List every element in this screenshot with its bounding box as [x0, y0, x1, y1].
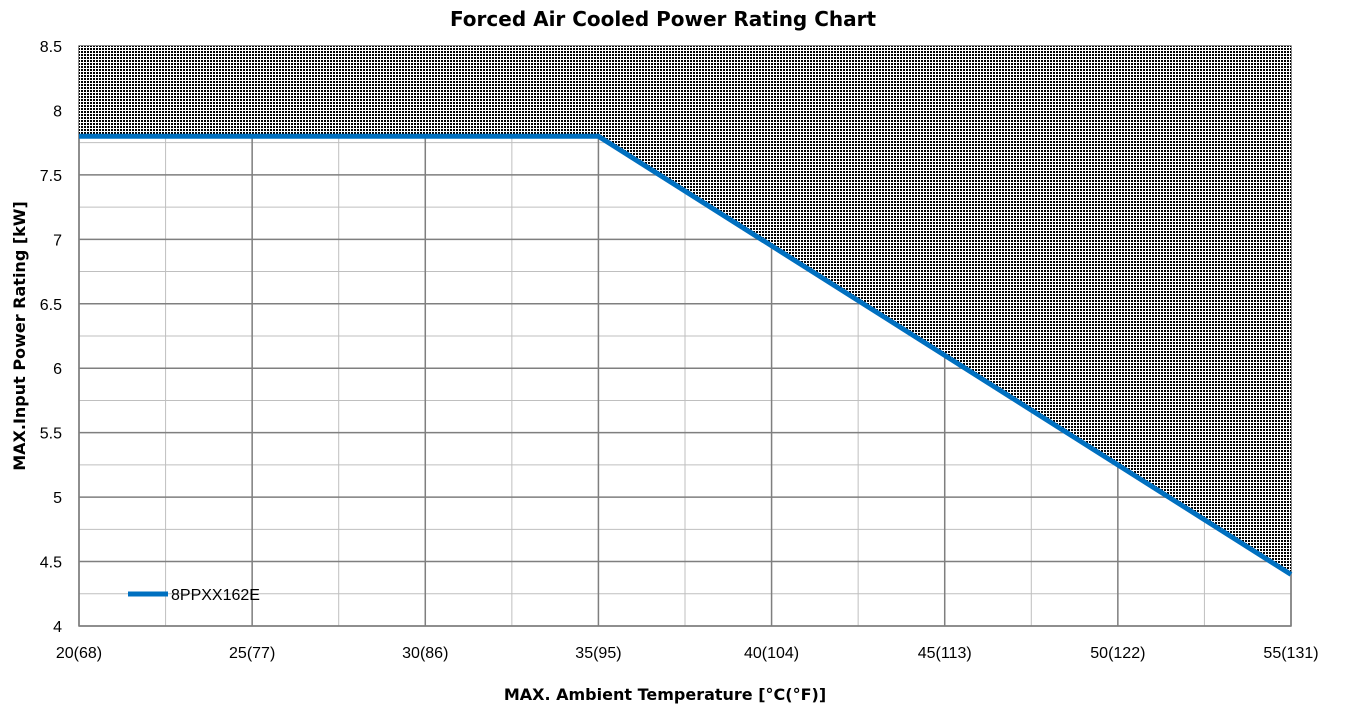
y-tick-label: 4 [53, 619, 62, 636]
y-tick-label: 4.5 [40, 555, 62, 572]
legend-label: 8PPXX162E [171, 587, 260, 604]
chart-title: Forced Air Cooled Power Rating Chart [450, 7, 877, 31]
y-tick-label: 8.5 [40, 39, 62, 56]
x-axis-title: MAX. Ambient Temperature [°C(°F)] [504, 685, 826, 704]
x-tick-label: 30(86) [402, 645, 448, 662]
series-line [79, 133, 1293, 577]
x-tick-label: 35(95) [575, 645, 621, 662]
y-tick-label: 6 [53, 361, 62, 378]
legend: 8PPXX162E [128, 587, 260, 604]
exceed-region [79, 46, 1291, 575]
x-tick-label: 45(113) [918, 645, 972, 662]
x-tick-label: 25(77) [229, 645, 275, 662]
y-tick-label: 5.5 [40, 426, 62, 443]
y-tick-label: 7.5 [40, 168, 62, 185]
y-tick-label: 6.5 [40, 297, 62, 314]
y-tick-label: 8 [53, 103, 62, 120]
y-axis-title: MAX.Input Power Rating [kW] [10, 201, 29, 471]
x-tick-label: 50(122) [1090, 645, 1145, 662]
axis-ticks: 20(68) 25(77) 30(86) 35(95) 40(104) 45(113) 50… [40, 39, 1319, 662]
series-lines [79, 133, 1293, 577]
y-tick-label: 5 [53, 490, 62, 507]
x-tick-label: 55(131) [1263, 645, 1318, 662]
x-tick-label: 20(68) [56, 645, 102, 662]
x-tick-label: 40(104) [744, 645, 799, 662]
y-tick-label: 7 [53, 232, 62, 249]
